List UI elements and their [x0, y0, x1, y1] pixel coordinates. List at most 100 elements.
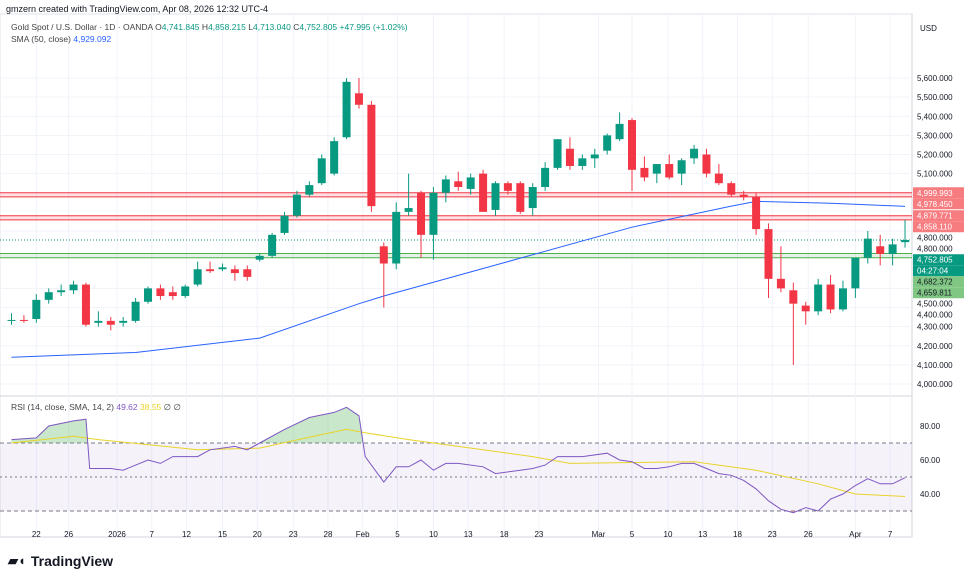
- price-tick: 4,100.000: [917, 361, 953, 370]
- credit-text: gmzern created with TradingView.com, Apr…: [6, 4, 268, 14]
- candle-up: [814, 284, 823, 312]
- time-tick: 13: [464, 530, 473, 539]
- countdown-label-bg: [913, 265, 964, 277]
- time-tick: 5: [395, 530, 400, 539]
- time-tick: Feb: [356, 530, 370, 539]
- candle-up: [131, 301, 140, 321]
- level-zone: [0, 192, 912, 197]
- candle-up: [578, 158, 587, 166]
- high-value: 4,858.215: [208, 22, 246, 32]
- candle-up: [330, 141, 339, 174]
- candle-up: [342, 81, 351, 138]
- candle-down: [417, 192, 426, 235]
- low-value: 4,713.040: [253, 22, 291, 32]
- candle-down: [503, 183, 512, 191]
- tradingview-logo[interactable]: ▰◖ TradingView: [8, 553, 113, 569]
- level-label: 4,978.450: [917, 200, 953, 209]
- level-label-bg: [913, 287, 964, 299]
- rsi-tick: 40.00: [920, 490, 941, 499]
- candle-down: [479, 173, 488, 212]
- candle-up: [429, 192, 438, 235]
- high-label: H: [201, 22, 209, 32]
- candle-up: [94, 320, 103, 323]
- price-tick: 5,200.000: [917, 151, 953, 160]
- sma-value: 4,929.092: [73, 34, 112, 44]
- sma-legend: SMA (50, close) 4,929.092: [11, 34, 111, 44]
- level-label-bg: [913, 198, 964, 210]
- time-tick: 26: [804, 530, 813, 539]
- tradingview-icon: ▰◖: [8, 553, 26, 568]
- sma-label[interactable]: SMA (50, close): [11, 34, 71, 44]
- candle-up: [553, 139, 562, 168]
- candle-up: [292, 194, 301, 216]
- candle-up: [851, 257, 860, 289]
- price-tick: 4,800.000: [917, 234, 953, 243]
- candle-up: [119, 320, 128, 323]
- candle-down: [516, 183, 525, 212]
- level-label: 4,999.993: [917, 189, 953, 198]
- candle-down: [81, 284, 90, 325]
- level-label: 4,879.771: [917, 212, 953, 221]
- candle-up: [441, 179, 450, 193]
- level-label-bg: [913, 221, 964, 233]
- time-tick: 13: [698, 530, 707, 539]
- level-label-bg: [913, 276, 964, 288]
- candle-down: [801, 305, 810, 312]
- time-tick: 22: [32, 530, 41, 539]
- candle-down: [702, 154, 711, 174]
- candle-up: [404, 208, 413, 212]
- rsi-line: [11, 406, 906, 514]
- candle-up: [305, 185, 314, 195]
- price-tick: 4,000.000: [917, 380, 953, 389]
- candle-up: [44, 292, 53, 300]
- rsi-sma-value: 38.55: [140, 402, 162, 412]
- time-tick: 23: [534, 530, 543, 539]
- candle-down: [640, 167, 649, 178]
- rsi-legend: RSI (14, close, SMA, 14, 2) 49.62 38.55 …: [11, 402, 181, 413]
- candle-down: [714, 173, 723, 184]
- candle-up: [615, 123, 624, 140]
- time-tick: 7: [888, 530, 893, 539]
- countdown-label: 04:27:04: [917, 267, 949, 276]
- rsi-sma-line: [11, 428, 906, 497]
- open-label: O: [155, 22, 162, 32]
- time-tick: 26: [64, 530, 73, 539]
- price-tick: 4,500.000: [917, 300, 953, 309]
- currency-label: USD: [920, 24, 937, 33]
- time-tick: 10: [429, 530, 438, 539]
- rsi-label[interactable]: RSI (14, close, SMA, 14, 2): [11, 402, 114, 412]
- sma-line: [11, 200, 906, 358]
- level-label-bg: [913, 210, 964, 222]
- symbol-legend: Gold Spot / U.S. Dollar · 1D · OANDA O 4,…: [11, 22, 408, 32]
- candle-up: [392, 211, 401, 264]
- candle-up: [181, 286, 190, 297]
- candle-down: [354, 93, 363, 105]
- candle-down: [665, 164, 674, 178]
- brand-name: TradingView: [30, 553, 114, 569]
- candle-up: [144, 288, 153, 302]
- candle-up: [7, 319, 16, 321]
- candle-down: [230, 269, 239, 274]
- candle-up: [491, 183, 500, 210]
- price-tick: 4,300.000: [917, 323, 953, 332]
- candle-down: [367, 104, 376, 207]
- candle-up: [466, 177, 475, 189]
- time-tick: 2026: [108, 530, 126, 539]
- symbol-name[interactable]: Gold Spot / U.S. Dollar · 1D · OANDA: [11, 22, 153, 32]
- candle-down: [379, 246, 388, 264]
- level-zone: [0, 215, 912, 220]
- candle-up: [193, 269, 202, 285]
- candle-down: [826, 284, 835, 310]
- price-tick: 4,400.000: [917, 311, 953, 320]
- time-tick: 18: [500, 530, 509, 539]
- candle-down: [106, 320, 115, 325]
- price-tick: 5,400.000: [917, 112, 953, 121]
- candle-down: [789, 290, 798, 304]
- rsi-value: 49.62: [116, 402, 138, 412]
- last-price-label-bg: [913, 254, 964, 266]
- price-tick: 4,200.000: [917, 342, 953, 351]
- candle-down: [565, 148, 574, 166]
- candle-up: [677, 160, 686, 174]
- candle-down: [168, 292, 177, 297]
